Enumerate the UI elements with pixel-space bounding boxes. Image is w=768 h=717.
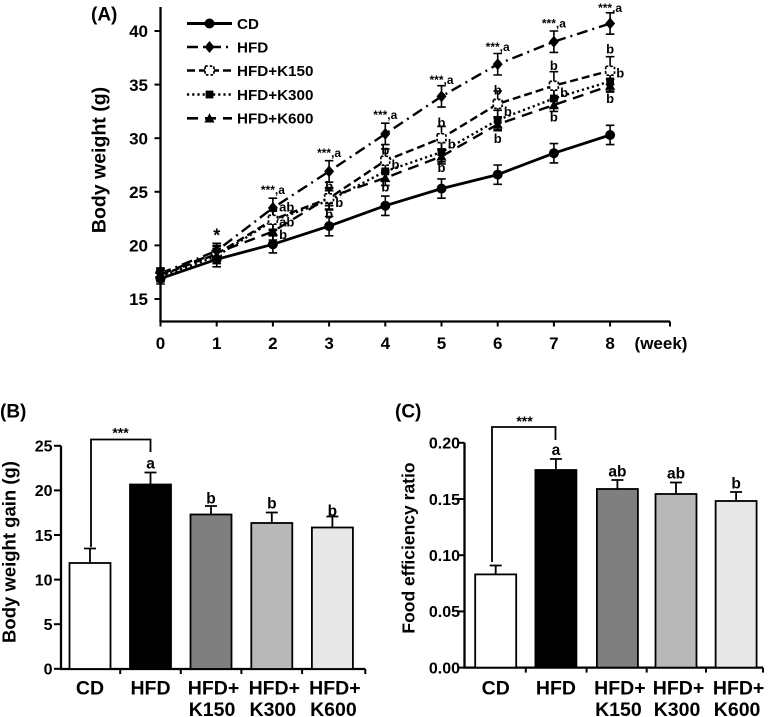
svg-text:K150: K150 (189, 699, 236, 717)
svg-text:20: 20 (35, 483, 53, 500)
svg-text:CD: CD (76, 678, 104, 700)
svg-text:b: b (550, 58, 558, 73)
svg-text:b: b (279, 227, 287, 242)
svg-text:15: 15 (129, 290, 148, 309)
svg-text:***: *** (112, 425, 129, 441)
svg-text:***,a: ***,a (486, 40, 510, 54)
svg-text:b: b (616, 66, 624, 81)
svg-text:***,a: ***,a (317, 146, 341, 160)
svg-text:(B): (B) (0, 402, 26, 423)
svg-text:b: b (438, 115, 446, 130)
svg-text:0: 0 (44, 662, 53, 679)
svg-text:25: 25 (35, 439, 53, 456)
svg-text:7: 7 (549, 334, 558, 353)
svg-text:Body weight gain (g): Body weight gain (g) (0, 461, 19, 643)
svg-text:HFD+: HFD+ (653, 678, 704, 700)
svg-text:CD: CD (237, 16, 259, 33)
svg-text:4: 4 (381, 334, 391, 353)
svg-text:b: b (381, 180, 389, 195)
svg-text:HFD: HFD (536, 678, 576, 700)
svg-text:15: 15 (35, 528, 53, 545)
svg-text:0.20: 0.20 (429, 436, 460, 453)
svg-text:0: 0 (156, 334, 165, 353)
svg-text:b: b (328, 503, 337, 520)
svg-text:HFD+: HFD+ (249, 678, 300, 700)
svg-text:6: 6 (493, 334, 502, 353)
svg-text:b: b (494, 83, 502, 98)
svg-text:b: b (392, 157, 400, 172)
svg-text:(C): (C) (395, 402, 421, 423)
svg-text:0.10: 0.10 (429, 548, 460, 565)
svg-text:b: b (335, 195, 343, 210)
svg-text:*: * (213, 226, 220, 246)
svg-text:30: 30 (129, 129, 148, 148)
svg-text:10: 10 (35, 572, 53, 589)
svg-text:40: 40 (129, 22, 148, 41)
svg-text:HFD+: HFD+ (309, 678, 360, 700)
svg-text:3: 3 (324, 334, 333, 353)
svg-text:ab: ab (667, 465, 685, 482)
svg-text:b: b (504, 104, 512, 119)
svg-text:b: b (206, 491, 215, 508)
svg-text:b: b (267, 496, 276, 513)
svg-text:5: 5 (44, 617, 53, 634)
svg-text:0.05: 0.05 (429, 604, 460, 621)
svg-text:K300: K300 (654, 699, 701, 717)
svg-text:(week): (week) (635, 334, 688, 353)
svg-text:HFD: HFD (130, 678, 170, 700)
svg-text:***,a: ***,a (598, 1, 622, 15)
svg-text:HFD+: HFD+ (188, 678, 239, 700)
svg-text:K150: K150 (595, 699, 642, 717)
svg-text:b: b (325, 207, 333, 222)
svg-text:ab: ab (608, 463, 626, 480)
svg-text:K600: K600 (714, 699, 761, 717)
svg-text:b: b (448, 137, 456, 152)
svg-text:b: b (381, 143, 389, 158)
svg-text:b: b (494, 131, 502, 146)
svg-text:25: 25 (129, 183, 148, 202)
svg-text:HFD+: HFD+ (594, 678, 645, 700)
svg-text:b: b (606, 91, 614, 106)
svg-text:(A): (A) (91, 5, 117, 26)
svg-text:HFD+K600: HFD+K600 (237, 111, 313, 128)
svg-text:b: b (550, 110, 558, 125)
svg-text:HFD: HFD (237, 39, 268, 56)
svg-text:Food efficiency ratio: Food efficiency ratio (399, 462, 419, 633)
svg-text:a: a (552, 442, 561, 459)
svg-text:5: 5 (437, 334, 446, 353)
svg-text:HFD+K150: HFD+K150 (237, 63, 313, 80)
svg-text:1: 1 (212, 334, 221, 353)
svg-text:***: *** (516, 413, 533, 429)
svg-text:CD: CD (482, 678, 510, 700)
svg-text:***,a: ***,a (373, 108, 397, 122)
svg-text:b: b (560, 85, 568, 100)
svg-text:ab: ab (279, 215, 294, 230)
svg-text:35: 35 (129, 76, 148, 95)
svg-text:b: b (731, 475, 740, 492)
svg-text:0.00: 0.00 (429, 660, 460, 677)
svg-text:8: 8 (605, 334, 614, 353)
svg-text:b: b (438, 160, 446, 175)
svg-text:a: a (146, 456, 155, 473)
svg-text:HFD+: HFD+ (713, 678, 764, 700)
svg-text:***,a: ***,a (261, 183, 285, 197)
svg-text:K300: K300 (249, 699, 296, 717)
svg-text:***,a: ***,a (429, 73, 453, 87)
svg-text:b: b (325, 179, 333, 194)
svg-text:HFD+K300: HFD+K300 (237, 87, 313, 104)
svg-text:2: 2 (268, 334, 277, 353)
svg-text:***,a: ***,a (542, 17, 566, 31)
svg-text:b: b (606, 42, 614, 57)
svg-text:K600: K600 (310, 699, 357, 717)
svg-text:ab: ab (279, 200, 294, 215)
svg-text:20: 20 (129, 237, 148, 256)
svg-text:Body weight (g): Body weight (g) (88, 87, 110, 233)
svg-text:0.15: 0.15 (429, 492, 460, 509)
